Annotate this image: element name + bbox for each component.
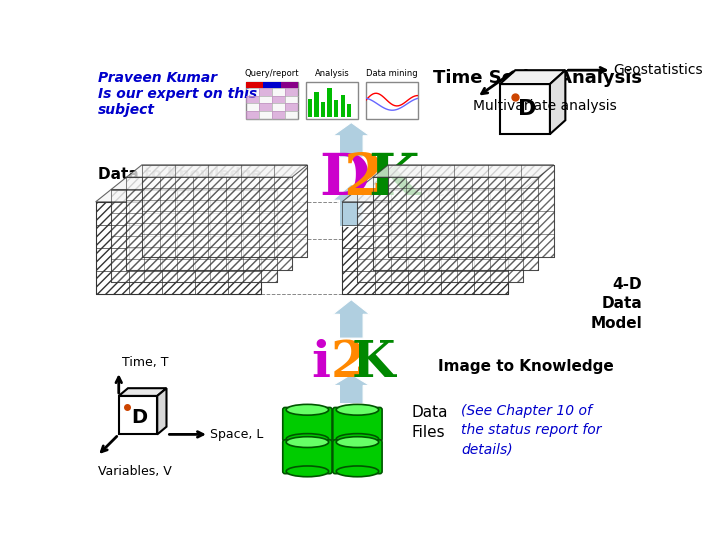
Bar [272,96,285,103]
Text: Analysis: Analysis [315,69,349,78]
Ellipse shape [286,434,328,444]
Bar [142,165,307,257]
Bar [246,111,259,119]
Text: Image to Knowledge: Image to Knowledge [438,359,614,374]
Bar [321,102,325,117]
Bar [366,82,418,119]
Text: Data
Files: Data Files [411,406,448,440]
Text: D: D [319,151,369,207]
Polygon shape [333,374,370,403]
Bar [341,95,345,117]
Ellipse shape [286,466,328,477]
Text: (See Chapter 10 of
the status report for
details): (See Chapter 10 of the status report for… [462,403,602,457]
Text: Space, L: Space, L [210,428,264,441]
FancyBboxPatch shape [283,408,332,441]
Polygon shape [96,190,276,202]
Polygon shape [119,388,166,396]
Text: Multivariate analysis: Multivariate analysis [473,99,617,113]
Ellipse shape [286,437,328,448]
Polygon shape [500,84,550,134]
Ellipse shape [286,404,328,415]
Bar [334,100,338,117]
Polygon shape [111,177,292,190]
Text: Data to Knowledge: Data to Knowledge [98,167,261,182]
Bar [315,92,319,117]
Ellipse shape [336,434,379,444]
Bar [272,111,285,119]
Bar [246,82,264,88]
Text: Data mining: Data mining [366,69,418,78]
Bar [281,82,298,88]
Text: i: i [311,339,330,388]
Text: K: K [368,151,419,207]
Bar [246,82,298,119]
Bar [357,190,523,282]
FancyBboxPatch shape [283,440,332,474]
Polygon shape [157,388,166,434]
Text: Geostatistics: Geostatistics [613,63,703,77]
Bar [246,96,259,103]
Bar [96,202,261,294]
Bar [285,103,298,111]
Text: D: D [518,99,536,119]
FancyBboxPatch shape [333,440,382,474]
Polygon shape [333,300,370,338]
Bar [328,89,332,117]
Polygon shape [373,165,554,177]
Polygon shape [357,177,539,190]
Bar [306,82,359,119]
Text: Time, T: Time, T [122,356,168,369]
Text: K: K [351,339,395,388]
Bar [388,165,554,257]
Polygon shape [127,165,307,177]
Bar [342,202,508,294]
Bar [264,82,281,88]
Ellipse shape [336,437,379,448]
Bar [347,104,351,117]
Text: Variables, V: Variables, V [98,465,171,478]
Bar [259,103,272,111]
Bar [111,190,276,282]
Polygon shape [342,190,523,202]
Polygon shape [119,396,157,434]
Text: 2: 2 [343,151,384,207]
Bar [285,88,298,96]
Polygon shape [333,184,370,226]
Text: Query/report: Query/report [245,69,300,78]
Text: Jan: Jan [171,181,197,200]
Text: D: D [132,408,148,427]
Bar [373,177,539,269]
Text: Time Series Analysis: Time Series Analysis [433,69,642,86]
Text: 4-D
Data
Model: 4-D Data Model [590,276,642,331]
Bar [259,88,272,96]
Ellipse shape [336,404,379,415]
Text: 2: 2 [330,339,365,388]
FancyBboxPatch shape [333,408,382,441]
Text: Praveen Kumar
Is our expert on this
subject: Praveen Kumar Is our expert on this subj… [98,71,257,117]
Text: Feb: Feb [427,181,457,200]
Polygon shape [333,123,370,157]
Ellipse shape [336,466,379,477]
Polygon shape [550,70,565,134]
Bar [308,98,312,117]
Polygon shape [500,70,565,84]
Bar [127,177,292,269]
